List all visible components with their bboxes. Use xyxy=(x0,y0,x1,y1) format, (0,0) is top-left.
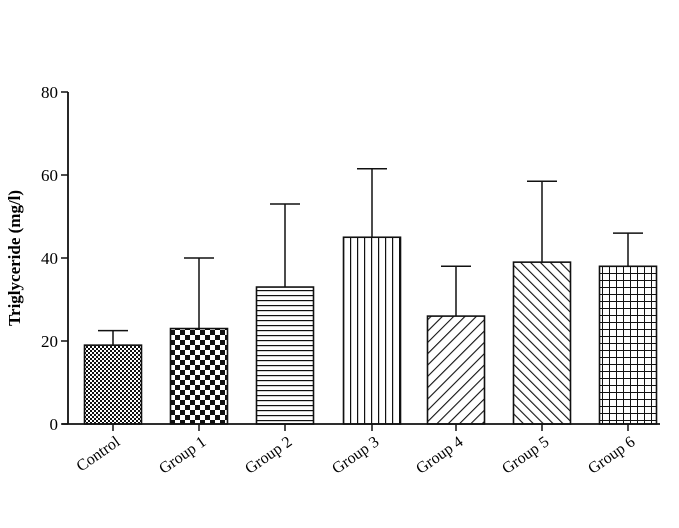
x-tick-label: Group 3 xyxy=(329,433,382,477)
y-tick-label: 20 xyxy=(41,332,58,351)
y-tick-label: 40 xyxy=(41,249,58,268)
bars-layer xyxy=(83,236,658,425)
bar-group-1 xyxy=(169,327,229,425)
x-tick-label: Group 5 xyxy=(499,433,552,477)
axes-layer xyxy=(61,91,660,431)
x-tick-label: Group 1 xyxy=(156,433,209,477)
y-tick-label: 60 xyxy=(41,166,58,185)
bar-group-2 xyxy=(255,286,315,425)
x-tick-label: Group 2 xyxy=(242,433,295,477)
bar-group-5 xyxy=(512,261,572,425)
x-tick-label: Group 4 xyxy=(413,433,466,477)
bar-group-3 xyxy=(342,236,402,425)
y-tick-label: 0 xyxy=(50,415,59,434)
x-tick-label: Control xyxy=(73,433,123,475)
bar-group-6 xyxy=(598,265,658,425)
y-tick-label: 80 xyxy=(41,83,58,102)
x-tick-label: Group 6 xyxy=(585,433,638,477)
bar-group-4 xyxy=(426,315,486,425)
error-bars-layer xyxy=(98,168,643,346)
bar-control xyxy=(83,344,143,425)
y-axis-label: Triglyceride (mg/l) xyxy=(5,190,24,326)
